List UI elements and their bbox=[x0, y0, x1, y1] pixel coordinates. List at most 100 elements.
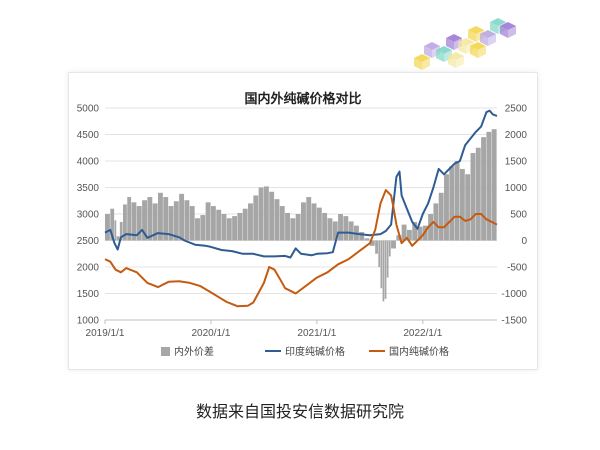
x-tick-label: 2021/1/1 bbox=[297, 328, 336, 339]
y-left-tick-label: 3500 bbox=[77, 183, 100, 194]
spread-bar bbox=[338, 214, 343, 241]
spread-bar bbox=[205, 202, 211, 241]
spread-bar bbox=[152, 203, 158, 241]
spread-bar bbox=[105, 214, 110, 241]
chart-title: 国内外纯碱价格对比 bbox=[244, 91, 361, 107]
spread-bar bbox=[131, 202, 137, 241]
spread-bar bbox=[274, 199, 280, 241]
y-right-tick-label: 2000 bbox=[505, 130, 528, 141]
spread-bar bbox=[380, 240, 383, 289]
spread-bar bbox=[470, 153, 476, 241]
spread-bar bbox=[369, 240, 375, 246]
cube-icon bbox=[414, 54, 430, 70]
spread-bar bbox=[412, 221, 418, 241]
y-right-tick-label: 0 bbox=[521, 236, 527, 247]
legend-label: 印度纯碱价格 bbox=[285, 345, 345, 358]
spread-bar bbox=[114, 220, 117, 241]
spread-bar bbox=[210, 206, 216, 241]
spread-bar bbox=[348, 221, 354, 241]
spread-bar bbox=[459, 168, 465, 241]
spread-bar bbox=[449, 166, 455, 241]
spread-bar bbox=[136, 206, 142, 241]
spread-bar bbox=[142, 200, 147, 241]
spread-bar bbox=[173, 201, 179, 241]
x-tick-label: 2020/1/1 bbox=[191, 328, 230, 339]
spread-bar bbox=[428, 214, 434, 241]
spread-bar bbox=[242, 208, 248, 241]
spread-bar bbox=[147, 197, 153, 241]
spread-bar bbox=[258, 187, 264, 241]
spread-bar bbox=[386, 240, 389, 278]
y-right-tick-label: 2500 bbox=[505, 104, 528, 115]
spread-bar bbox=[391, 240, 396, 249]
spread-bar bbox=[127, 197, 132, 241]
spread-bar bbox=[237, 212, 243, 241]
spread-bar bbox=[396, 235, 402, 241]
spread-bar bbox=[269, 191, 275, 241]
spread-bar bbox=[491, 129, 497, 241]
spread-bar bbox=[406, 229, 412, 241]
spread-bar bbox=[116, 236, 120, 241]
spread-bar bbox=[301, 202, 306, 241]
legend-item: 内外价差 bbox=[161, 345, 214, 358]
legend-label: 国内纯碱价格 bbox=[389, 345, 449, 358]
spread-bar bbox=[322, 212, 328, 241]
spread-bar bbox=[295, 214, 301, 241]
chart-frame: 国内外纯碱价格对比 1000 1500 2000 2500 3000 3500 4000 45… bbox=[68, 72, 538, 370]
spread-bar bbox=[364, 238, 370, 241]
india-price-line bbox=[104, 109, 498, 259]
spread-bar bbox=[290, 218, 296, 241]
spread-bar bbox=[343, 216, 349, 241]
spread-bar bbox=[382, 240, 385, 302]
spread-bar bbox=[327, 218, 333, 241]
spread-bar bbox=[216, 209, 222, 241]
spread-bar bbox=[332, 221, 338, 241]
spread-bar bbox=[110, 208, 115, 241]
cube-icon bbox=[470, 42, 486, 58]
spread-bar bbox=[189, 206, 195, 241]
y-left-tick-label: 2500 bbox=[77, 236, 100, 247]
spread-bar bbox=[375, 240, 378, 254]
spread-bar bbox=[433, 203, 439, 241]
y-axis-left: 1000 1500 2000 2500 3000 3500 4000 4500 5000 bbox=[77, 104, 100, 327]
price-lines bbox=[104, 109, 498, 308]
colored-cubes-decoration bbox=[414, 18, 516, 70]
spread-bar bbox=[119, 221, 123, 241]
spread-bar bbox=[306, 197, 312, 241]
y-right-tick-label: -1000 bbox=[501, 289, 527, 300]
spread-bar bbox=[444, 174, 449, 241]
spread-bar bbox=[123, 204, 127, 241]
y-right-tick-label: 1000 bbox=[505, 183, 528, 194]
spread-bar bbox=[359, 232, 365, 241]
x-axis: 2019/1/1 2020/1/1 2021/1/1 2022/1/1 bbox=[86, 319, 497, 339]
y-left-tick-label: 2000 bbox=[77, 263, 100, 274]
spread-bars bbox=[105, 129, 497, 302]
x-tick-label: 2022/1/1 bbox=[403, 328, 442, 339]
spread-bar bbox=[263, 186, 269, 241]
legend-swatch bbox=[161, 347, 170, 356]
spread-bar bbox=[163, 197, 169, 241]
spread-bar bbox=[378, 240, 381, 267]
cube-icon bbox=[480, 30, 496, 46]
y-left-tick-label: 4500 bbox=[77, 130, 100, 141]
spread-bar bbox=[454, 161, 460, 241]
source-caption: 数据来自国投安信数据研究院 bbox=[195, 402, 404, 421]
x-tick-label: 2019/1/1 bbox=[86, 328, 125, 339]
spread-bar bbox=[168, 206, 174, 241]
y-right-tick-label: -500 bbox=[507, 263, 527, 274]
spread-bar bbox=[248, 203, 253, 241]
y-left-tick-label: 5000 bbox=[77, 104, 100, 115]
y-left-tick-label: 1500 bbox=[77, 289, 100, 300]
legend-item: 国内纯碱价格 bbox=[369, 345, 449, 358]
spread-bar bbox=[195, 218, 200, 241]
spread-bar bbox=[475, 147, 481, 241]
y-right-tick-label: 1500 bbox=[505, 157, 528, 168]
y-right-tick-label: 500 bbox=[510, 210, 527, 221]
spread-bar bbox=[221, 214, 227, 241]
spread-bar bbox=[285, 212, 291, 241]
spread-bar bbox=[316, 207, 322, 241]
legend-item: 印度纯碱价格 bbox=[265, 345, 345, 358]
spread-bar bbox=[179, 193, 185, 241]
cube-icon bbox=[448, 52, 464, 68]
spread-bar bbox=[481, 137, 487, 241]
